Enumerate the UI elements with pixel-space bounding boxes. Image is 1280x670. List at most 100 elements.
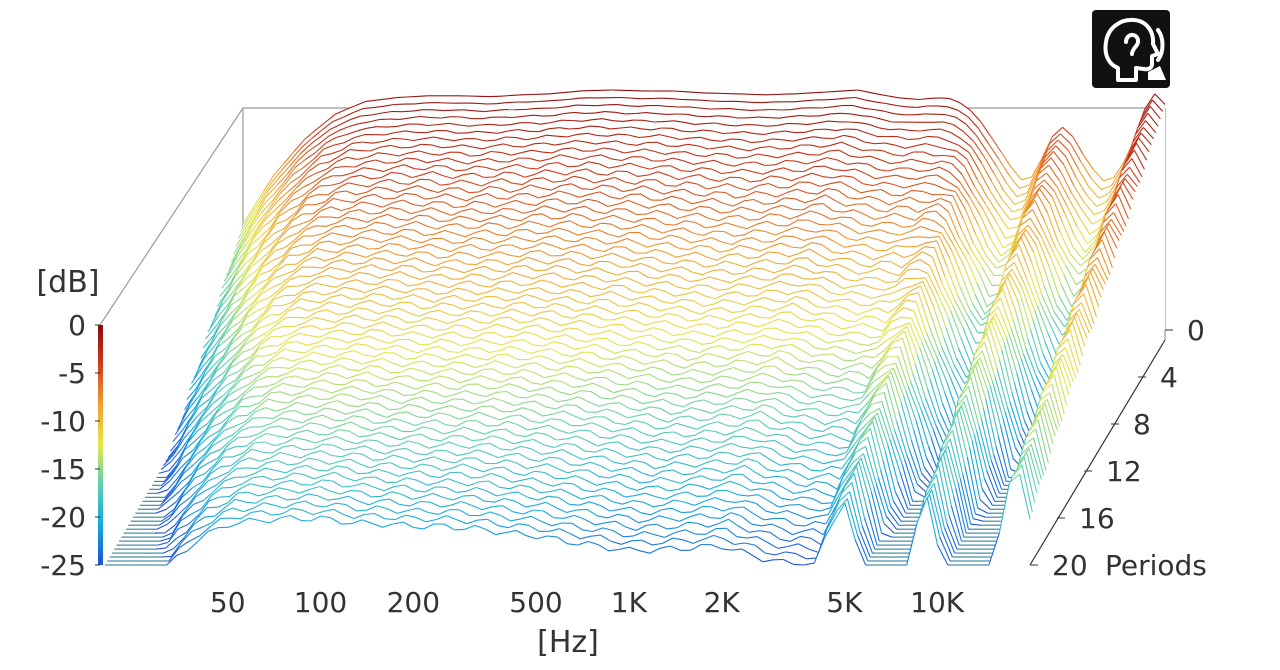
slice-segment bbox=[255, 236, 267, 255]
slice-segment bbox=[224, 379, 236, 387]
slice-segment bbox=[870, 188, 882, 192]
slice-segment bbox=[870, 260, 882, 268]
slice-segment bbox=[463, 336, 474, 339]
slice-segment bbox=[724, 260, 736, 265]
slice-segment bbox=[299, 332, 310, 337]
slice-segment bbox=[604, 111, 616, 113]
slice-segment bbox=[350, 267, 362, 273]
slice-segment bbox=[390, 301, 402, 307]
slice-segment bbox=[1028, 188, 1041, 205]
slice-segment bbox=[271, 233, 283, 244]
slice-segment bbox=[450, 179, 462, 185]
slice-segment bbox=[497, 287, 509, 292]
slice-segment bbox=[358, 121, 370, 125]
slice-segment bbox=[802, 277, 813, 280]
slice-segment bbox=[338, 277, 349, 280]
slice-segment bbox=[828, 222, 840, 226]
slice-segment bbox=[232, 372, 244, 387]
slice-segment bbox=[607, 271, 618, 276]
slice-segment bbox=[859, 304, 870, 307]
slice-segment bbox=[386, 249, 397, 256]
slice-segment bbox=[879, 300, 891, 303]
slice-segment bbox=[947, 211, 960, 237]
slice-segment bbox=[975, 234, 987, 256]
slice-segment bbox=[398, 244, 410, 250]
slice-segment bbox=[624, 246, 636, 254]
slice-segment bbox=[816, 336, 828, 344]
slice-segment bbox=[688, 174, 700, 178]
slice-segment bbox=[670, 338, 682, 344]
slice-segment bbox=[224, 275, 236, 297]
slice-segment bbox=[802, 203, 814, 211]
slice-segment bbox=[878, 198, 890, 206]
slice-segment bbox=[761, 138, 773, 143]
slice-segment bbox=[1051, 196, 1063, 223]
slice-segment bbox=[634, 319, 646, 326]
slice-segment bbox=[348, 272, 360, 279]
slice-segment bbox=[795, 160, 807, 165]
slice-segment bbox=[798, 151, 809, 156]
slice-segment bbox=[901, 316, 912, 319]
slice-segment bbox=[841, 216, 852, 219]
slice-segment bbox=[570, 90, 582, 93]
slice-segment bbox=[441, 146, 453, 149]
slice-segment bbox=[944, 276, 956, 302]
slice-segment bbox=[600, 222, 612, 225]
slice-segment bbox=[528, 287, 539, 290]
slice-segment bbox=[774, 300, 786, 303]
slice-segment bbox=[771, 204, 783, 209]
slice-segment bbox=[706, 186, 718, 190]
slice-segment bbox=[782, 139, 793, 142]
slice-segment bbox=[818, 150, 830, 156]
slice-segment bbox=[777, 154, 789, 159]
slice-segment bbox=[316, 309, 327, 313]
slice-segment bbox=[658, 203, 670, 206]
slice-segment bbox=[276, 285, 288, 295]
slice-segment bbox=[300, 219, 311, 225]
slice-segment bbox=[828, 149, 840, 152]
slice-segment bbox=[803, 166, 815, 172]
slice-segment bbox=[915, 301, 928, 334]
slice-segment bbox=[358, 184, 369, 188]
slice-segment bbox=[1010, 237, 1022, 256]
slice-segment bbox=[337, 182, 349, 189]
slice-segment bbox=[677, 215, 688, 220]
slice-segment bbox=[1133, 149, 1145, 170]
slice-segment bbox=[398, 375, 409, 378]
slice-segment bbox=[1000, 297, 1012, 329]
slice-segment bbox=[925, 143, 937, 147]
slice-segment bbox=[529, 316, 541, 323]
slice-segment bbox=[929, 97, 940, 99]
slice-segment bbox=[411, 239, 422, 244]
slice-segment bbox=[881, 342, 893, 359]
slice-segment bbox=[878, 267, 890, 274]
slice-segment bbox=[391, 171, 402, 175]
slice-segment bbox=[434, 229, 445, 235]
slice-segment bbox=[409, 247, 420, 250]
slice-segment bbox=[301, 188, 313, 197]
slice-segment bbox=[894, 212, 906, 218]
slice-segment bbox=[485, 139, 496, 142]
slice-segment bbox=[711, 236, 722, 243]
slice-segment bbox=[219, 368, 231, 386]
slice-segment bbox=[1048, 265, 1060, 296]
slice-segment bbox=[735, 291, 747, 297]
slice-segment bbox=[221, 486, 233, 489]
slice-segment bbox=[234, 263, 247, 277]
slice-segment bbox=[515, 264, 526, 268]
slice-segment bbox=[263, 417, 274, 419]
slice-segment bbox=[641, 295, 652, 298]
slice-segment bbox=[796, 188, 808, 194]
slice-segment bbox=[792, 138, 803, 142]
slice-segment bbox=[210, 360, 222, 376]
slice-segment bbox=[963, 131, 975, 142]
slice-segment bbox=[768, 117, 780, 119]
slice-segment bbox=[346, 279, 357, 283]
slice-segment bbox=[1092, 169, 1104, 182]
slice-segment bbox=[269, 261, 281, 272]
slice-segment bbox=[829, 257, 841, 262]
slice-segment bbox=[557, 161, 569, 168]
slice-segment bbox=[498, 316, 510, 319]
slice-segment bbox=[830, 363, 842, 371]
slice-segment bbox=[313, 232, 325, 237]
